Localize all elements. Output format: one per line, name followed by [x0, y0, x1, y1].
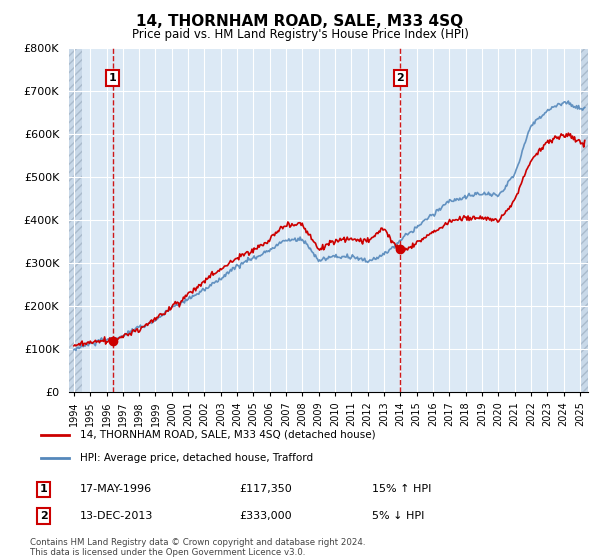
- Text: 5% ↓ HPI: 5% ↓ HPI: [372, 511, 425, 521]
- Text: 15% ↑ HPI: 15% ↑ HPI: [372, 484, 431, 494]
- Text: 2: 2: [397, 73, 404, 83]
- Text: £333,000: £333,000: [240, 511, 292, 521]
- Text: Contains HM Land Registry data © Crown copyright and database right 2024.
This d: Contains HM Land Registry data © Crown c…: [30, 538, 365, 557]
- Text: 13-DEC-2013: 13-DEC-2013: [80, 511, 153, 521]
- Text: 1: 1: [109, 73, 116, 83]
- Text: HPI: Average price, detached house, Trafford: HPI: Average price, detached house, Traf…: [80, 453, 313, 463]
- Bar: [580, 48, 590, 392]
- Text: 17-MAY-1996: 17-MAY-1996: [80, 484, 152, 494]
- Text: 14, THORNHAM ROAD, SALE, M33 4SQ (detached house): 14, THORNHAM ROAD, SALE, M33 4SQ (detach…: [80, 430, 376, 440]
- Text: Price paid vs. HM Land Registry's House Price Index (HPI): Price paid vs. HM Land Registry's House …: [131, 28, 469, 41]
- Text: 2: 2: [40, 511, 47, 521]
- Bar: [69, 48, 82, 392]
- Text: £117,350: £117,350: [240, 484, 293, 494]
- Text: 14, THORNHAM ROAD, SALE, M33 4SQ: 14, THORNHAM ROAD, SALE, M33 4SQ: [136, 14, 464, 29]
- Text: 1: 1: [40, 484, 47, 494]
